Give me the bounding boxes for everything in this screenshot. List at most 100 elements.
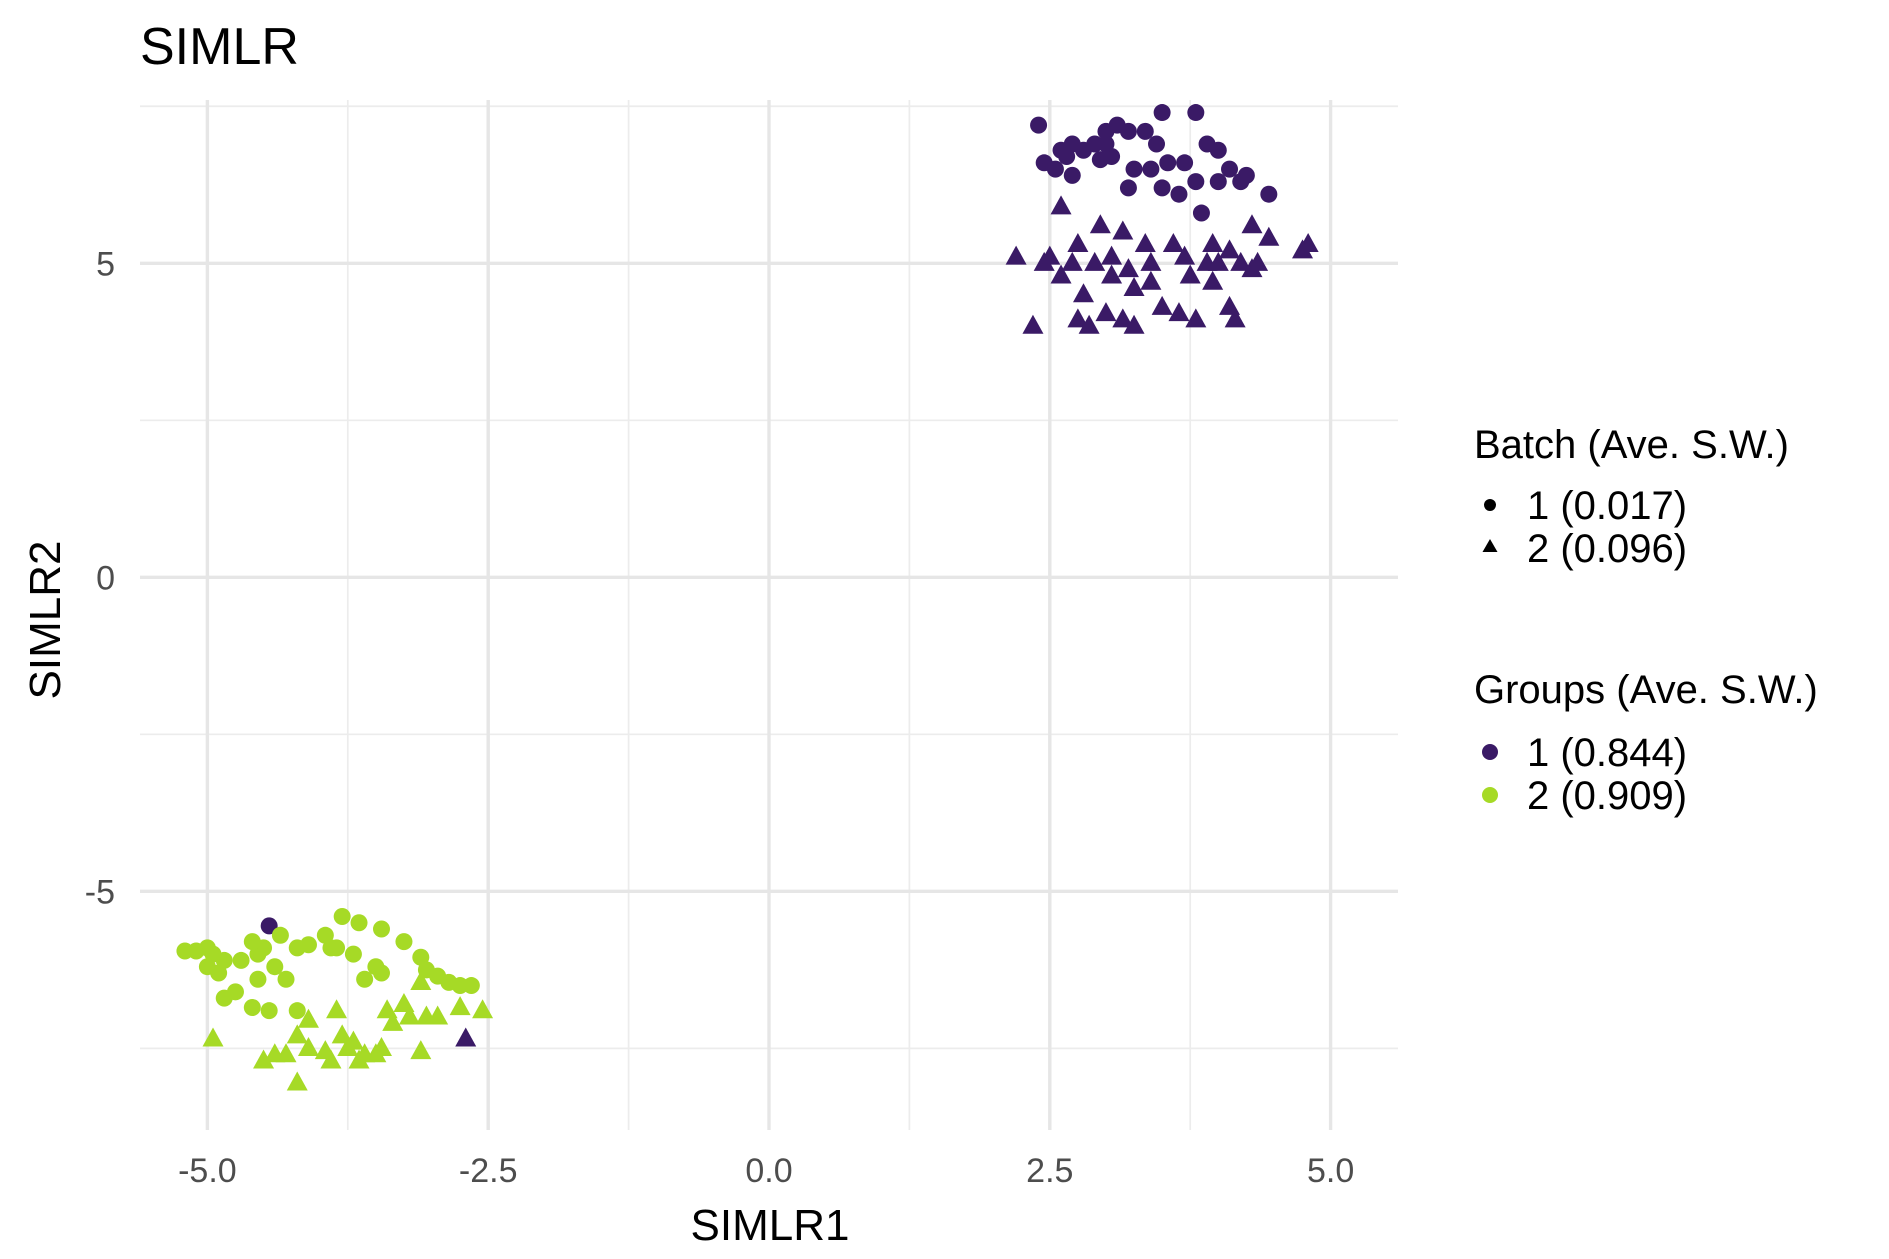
legend-label-batch-2: 2 (0.096) [1527,527,1687,571]
point-group-1-batch-1 [1176,154,1194,172]
legend-title-batch: Batch (Ave. S.W.) [1474,423,1789,467]
point-group-1-batch-2 [1202,270,1224,290]
point-group-1-batch-1 [1142,160,1160,178]
point-group-2-batch-2 [297,1008,319,1028]
point-group-2-batch-1 [277,970,295,988]
point-group-2-batch-1 [232,951,250,969]
x-axis-title: SIMLR1 [691,1201,850,1250]
point-group-2-batch-2 [427,1005,449,1025]
point-group-1-batch-2 [1123,277,1145,297]
point-group-1-batch-2 [1241,258,1263,278]
point-group-1-batch-2 [1151,295,1173,315]
point-group-1-batch-2 [1140,251,1162,271]
point-group-1-batch-2 [1022,314,1044,334]
point-group-2-batch-1 [249,970,267,988]
point-group-2-batch-2 [264,1043,286,1063]
point-group-1-batch-2 [1073,283,1094,303]
point-group-1-batch-2 [1202,233,1224,253]
point-group-1-batch-2 [1230,251,1252,271]
point-group-1-batch-2 [1117,258,1139,278]
point-group-2-batch-1 [266,958,284,976]
point-group-1-batch-1 [1187,104,1205,122]
point-group-1-batch-2 [1241,214,1263,234]
point-group-1-batch-1 [1153,104,1171,122]
chart-title: SIMLR [140,18,299,76]
point-group-1-batch-2 [1207,251,1229,271]
legend-key-group-2 [1482,787,1498,803]
point-group-2-batch-1 [198,958,216,976]
point-group-1-batch-1 [1046,160,1064,178]
point-group-1-batch-2 [1134,233,1156,253]
point-group-2-batch-1 [462,977,480,995]
x-tick-label: 0.0 [745,1152,792,1190]
x-tick-label: -2.5 [459,1152,518,1190]
legend-key-batch-1-circle [1484,499,1496,511]
y-axis-ticks: -5 0 5 [85,245,115,911]
point-group-2-batch-2 [286,1071,308,1091]
point-group-1-batch-2 [1067,233,1089,253]
point-group-1-batch-2 [1067,308,1089,328]
point-group-1-batch-1 [1075,141,1092,159]
point-group-2-batch-2 [449,996,471,1016]
point-group-2-batch-1 [412,948,430,966]
point-group-1-batch-1 [1221,160,1239,178]
point-group-2-batch-1 [333,907,351,925]
legend-label-group-1: 1 (0.844) [1527,731,1687,775]
point-group-1-batch-1 [1125,160,1143,178]
y-tick-label: 5 [96,245,115,283]
point-group-2-batch-1 [372,964,390,982]
point-group-2-batch-2 [286,1024,308,1044]
point-group-2-batch-1 [260,1002,278,1020]
point-group-2-batch-2 [393,992,415,1012]
point-group-1-batch-2 [1084,251,1106,271]
legend-key-group-1 [1482,744,1498,760]
point-group-1-batch-1 [1136,122,1154,140]
x-tick-label: 2.5 [1026,1152,1073,1190]
point-group-1-batch-1 [1063,166,1081,184]
point-group-2-batch-2 [399,1005,421,1025]
point-group-2-batch-2 [382,1011,404,1031]
point-group-2-batch-1 [299,936,317,954]
point-group-1-batch-2 [1140,270,1162,290]
legend-label-group-2: 2 (0.909) [1527,774,1687,818]
point-group-2-batch-2 [326,999,348,1019]
point-group-2-batch-1 [322,939,340,957]
legend-label-batch-1: 1 (0.017) [1527,484,1687,528]
point-group-2-batch-2 [348,1049,370,1069]
point-group-1-batch-1 [1119,122,1137,140]
point-group-2-batch-2 [253,1049,275,1069]
point-group-1-batch-1 [1159,154,1177,172]
point-group-1-batch-2 [1061,251,1083,271]
y-tick-label: 0 [96,559,115,597]
point-group-2-batch-1 [344,945,362,963]
point-group-1-batch-2 [1039,245,1061,265]
point-group-1-batch-2 [1101,245,1123,265]
point-group-1-batch-2 [1224,308,1246,328]
x-tick-label: 5.0 [1307,1152,1354,1190]
point-group-1-batch-2 [1101,264,1123,284]
point-group-1-batch-2 [1258,226,1280,246]
point-group-1-batch-2 [1078,314,1100,334]
point-group-2-batch-2 [297,1036,319,1056]
point-group-2-batch-2 [320,1049,342,1069]
legend: Batch (Ave. S.W.) 1 (0.017) 2 (0.096) Gr… [1474,423,1818,818]
point-group-2-batch-1 [215,989,233,1007]
point-group-1-batch-2 [1292,239,1314,259]
point-group-1-batch-1 [260,917,278,935]
point-group-1-batch-2 [1174,245,1196,265]
point-group-2-batch-2 [410,971,432,991]
point-group-1-batch-1 [1209,141,1227,159]
point-group-1-batch-1 [1148,135,1166,153]
legend-key-batch-2-triangle [1482,539,1498,552]
point-group-1-batch-1 [1187,173,1205,191]
legend-title-groups: Groups (Ave. S.W.) [1474,668,1818,712]
y-tick-label: -5 [85,873,115,911]
point-group-2-batch-1 [243,933,261,951]
point-group-1-batch-1 [1153,179,1171,197]
point-group-1-batch-2 [1219,239,1241,259]
data-points [176,104,1319,1091]
point-group-2-batch-2 [472,999,494,1019]
point-group-2-batch-1 [350,914,368,932]
point-group-1-batch-2 [1168,302,1190,322]
